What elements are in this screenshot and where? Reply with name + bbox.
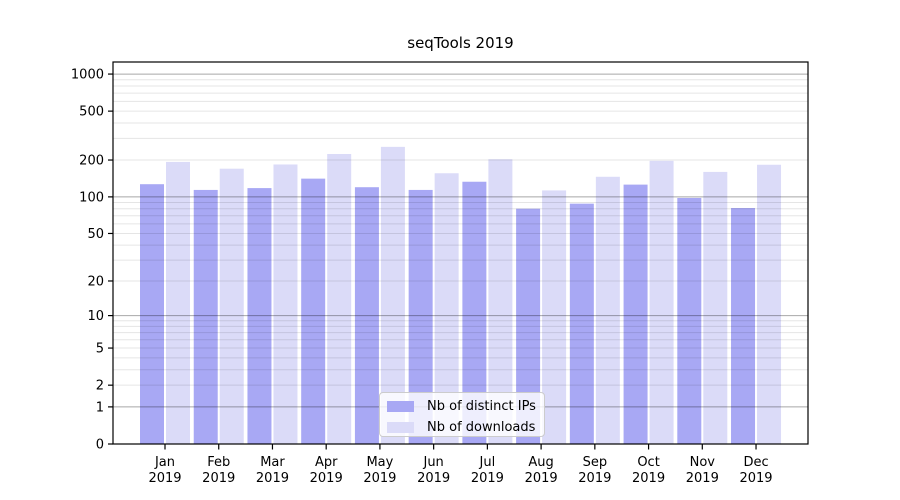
y-tick-label: 500 bbox=[79, 105, 104, 120]
x-tick-label-month: Apr bbox=[315, 455, 338, 470]
chart-title: seqTools 2019 bbox=[407, 34, 514, 52]
x-tick-label-year: 2019 bbox=[578, 471, 611, 486]
bar-downloads-apr bbox=[327, 153, 352, 444]
x-tick-label-year: 2019 bbox=[363, 471, 396, 486]
plot-frame bbox=[112, 61, 809, 445]
y-tick-label: 20 bbox=[87, 274, 104, 289]
x-tick-label-year: 2019 bbox=[148, 471, 181, 486]
legend-swatch-downloads bbox=[387, 422, 414, 433]
x-tick-label-month: Sep bbox=[583, 455, 608, 470]
x-tick-label-month: Mar bbox=[260, 455, 285, 470]
x-tick-label-month: Jan bbox=[154, 455, 175, 470]
bar-distinct-ips-nov bbox=[677, 197, 702, 444]
legend-label-downloads: Nb of downloads bbox=[427, 420, 536, 435]
bar-downloads-nov bbox=[703, 171, 728, 445]
y-tick-label: 0 bbox=[96, 438, 104, 453]
x-tick-label-year: 2019 bbox=[739, 471, 772, 486]
y-tick-label: 50 bbox=[87, 227, 104, 242]
bar-distinct-ips-feb bbox=[193, 189, 218, 444]
x-tick-label-month: Aug bbox=[528, 455, 553, 470]
y-tick-label: 1000 bbox=[71, 68, 104, 83]
x-tick-label-month: Nov bbox=[690, 455, 716, 470]
y-tick-label: 10 bbox=[87, 309, 104, 324]
y-tick-label: 5 bbox=[96, 342, 104, 357]
legend-label-distinct-ips: Nb of distinct IPs bbox=[427, 399, 536, 414]
bar-downloads-jan bbox=[166, 161, 190, 444]
x-tick-label-year: 2019 bbox=[256, 471, 289, 486]
x-tick-label-year: 2019 bbox=[632, 471, 665, 486]
x-tick-label-month: Dec bbox=[743, 455, 768, 470]
x-tick-label-year: 2019 bbox=[686, 471, 719, 486]
x-tick-label-year: 2019 bbox=[471, 471, 504, 486]
x-tick-label-month: May bbox=[366, 455, 393, 470]
bar-distinct-ips-oct bbox=[623, 184, 648, 445]
bar-downloads-mar bbox=[273, 164, 298, 445]
legend-item-distinct-ips: Nb of distinct IPs bbox=[387, 398, 544, 415]
y-tick-label: 200 bbox=[79, 154, 104, 169]
bar-distinct-ips-jan bbox=[140, 184, 164, 444]
x-tick-label-month: Feb bbox=[207, 455, 230, 470]
x-tick-label-year: 2019 bbox=[310, 471, 343, 486]
bar-distinct-ips-sep bbox=[569, 203, 594, 444]
bar-downloads-oct bbox=[649, 160, 674, 445]
x-tick-label-month: Jul bbox=[479, 455, 496, 470]
bar-downloads-dec bbox=[757, 164, 782, 445]
legend-item-downloads: Nb of downloads bbox=[387, 419, 544, 436]
bar-downloads-sep bbox=[595, 176, 620, 445]
bar-distinct-ips-dec bbox=[731, 208, 756, 444]
x-tick-label-year: 2019 bbox=[417, 471, 450, 486]
legend-swatch-distinct-ips bbox=[387, 401, 414, 412]
x-tick-label-year: 2019 bbox=[202, 471, 235, 486]
bar-distinct-ips-may bbox=[354, 187, 379, 445]
bar-distinct-ips-mar bbox=[247, 188, 272, 444]
y-tick-label: 2 bbox=[96, 379, 104, 394]
y-tick-label: 1 bbox=[96, 400, 104, 415]
bar-downloads-feb bbox=[219, 168, 244, 445]
x-tick-label-month: Jun bbox=[422, 455, 443, 470]
bar-distinct-ips-apr bbox=[301, 178, 326, 445]
legend: Nb of distinct IPs Nb of downloads bbox=[379, 392, 545, 437]
x-tick-label-year: 2019 bbox=[525, 471, 558, 486]
x-tick-label-month: Oct bbox=[637, 455, 659, 470]
bar-downloads-aug bbox=[542, 190, 567, 444]
y-tick-label: 100 bbox=[79, 190, 104, 205]
